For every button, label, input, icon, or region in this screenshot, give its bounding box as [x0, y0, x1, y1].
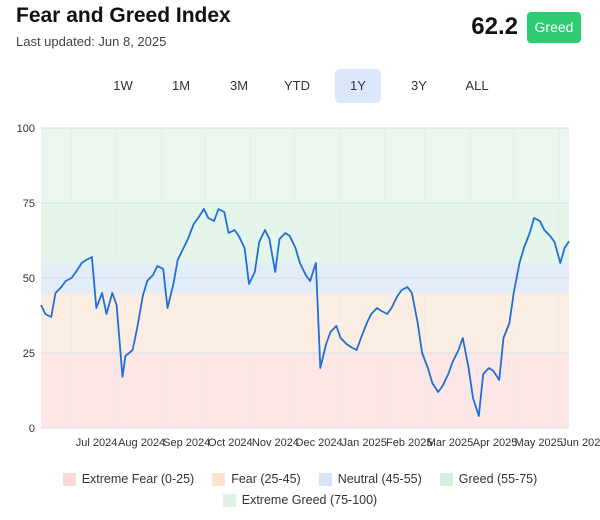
- range-ytd-button[interactable]: YTD: [284, 78, 310, 93]
- index-line: [40, 208, 570, 417]
- x-tick-label: May 2025: [515, 437, 563, 449]
- range-selector: 1W 1M 3M YTD 1Y 3Y ALL: [0, 69, 600, 103]
- range-1y-button[interactable]: 1Y: [335, 69, 381, 103]
- range-all-button[interactable]: ALL: [465, 78, 489, 93]
- x-tick-label: Dec 2024: [296, 437, 343, 449]
- legend-item-extreme-greed[interactable]: Extreme Greed (75-100): [222, 493, 378, 507]
- legend-second-row: Extreme Greed (75-100): [0, 493, 600, 507]
- legend-label: Extreme Fear (0-25): [81, 472, 195, 486]
- legend-label: Neutral (45-55): [337, 472, 422, 486]
- legend-item-extreme-fear[interactable]: Extreme Fear (0-25): [62, 472, 195, 486]
- zone-band-1: [41, 293, 569, 353]
- zone-band-0: [41, 353, 569, 428]
- y-tick-label: 100: [17, 123, 35, 135]
- y-tick-label: 25: [23, 348, 35, 360]
- legend-label: Extreme Greed (75-100): [241, 493, 378, 507]
- x-tick-label: Jun 2025: [561, 437, 600, 449]
- range-3m-button[interactable]: 3M: [229, 78, 249, 93]
- sentiment-badge: Greed: [527, 12, 581, 43]
- x-tick-label: Feb 2025: [386, 437, 432, 449]
- legend-swatch: [439, 472, 453, 486]
- legend-swatch: [318, 472, 332, 486]
- legend-item-neutral[interactable]: Neutral (45-55): [318, 472, 422, 486]
- x-tick-label: Sep 2024: [163, 437, 210, 449]
- legend-item-fear[interactable]: Fear (25-45): [212, 472, 301, 486]
- legend-label: Greed (55-75): [458, 472, 538, 486]
- x-tick-label: Jul 2024: [76, 437, 118, 449]
- last-updated: Last updated: Jun 8, 2025: [16, 34, 167, 49]
- legend-item-greed[interactable]: Greed (55-75): [439, 472, 538, 486]
- index-score: 62.2: [471, 13, 518, 40]
- zone-band-3: [41, 203, 569, 263]
- x-tick-label: Jan 2025: [342, 437, 387, 449]
- legend-swatch: [222, 493, 236, 507]
- y-tick-label: 50: [23, 273, 35, 285]
- x-tick-label: Nov 2024: [252, 437, 299, 449]
- y-tick-label: 75: [23, 198, 35, 210]
- y-tick-label: 0: [29, 423, 35, 435]
- x-tick-label: Aug 2024: [118, 437, 165, 449]
- legend-swatch: [212, 472, 226, 486]
- legend-label: Fear (25-45): [231, 472, 301, 486]
- x-tick-label: Mar 2025: [427, 437, 473, 449]
- legend: Extreme Fear (0-25) Fear (25-45) Neutral…: [0, 472, 600, 486]
- zone-band-4: [41, 128, 569, 203]
- range-1m-button[interactable]: 1M: [171, 78, 191, 93]
- page-title: Fear and Greed Index: [16, 4, 231, 27]
- legend-swatch: [62, 472, 76, 486]
- x-tick-label: Oct 2024: [208, 437, 253, 449]
- range-1w-button[interactable]: 1W: [113, 78, 133, 93]
- range-3y-button[interactable]: 3Y: [411, 78, 427, 93]
- x-tick-label: Apr 2025: [473, 437, 518, 449]
